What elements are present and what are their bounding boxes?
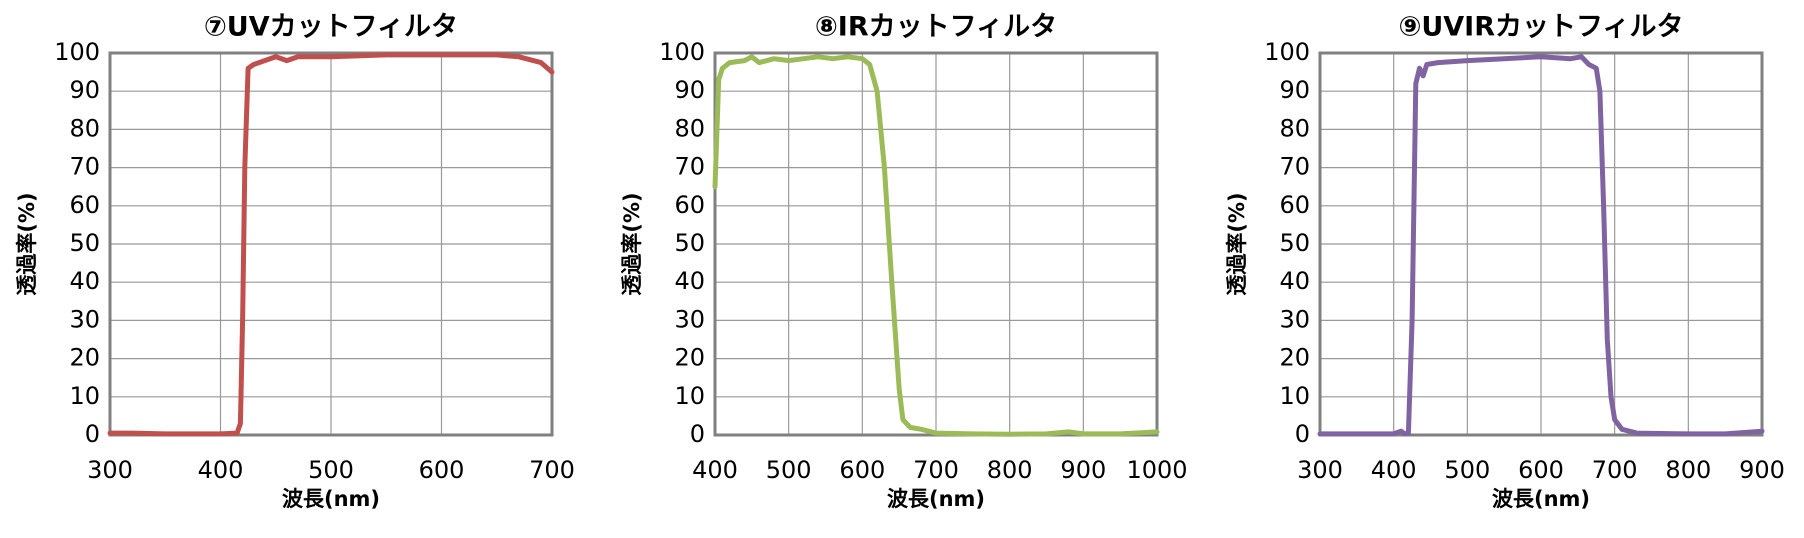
- chart-title: ⑧IRカットフィルタ: [815, 12, 1057, 43]
- x-tick-label: 600: [419, 456, 465, 484]
- y-axis-label: 透過率(%): [15, 192, 39, 295]
- chart: 0 10 20 30 40 50 60 70 80 90 100 300 400 500 600 700 800…: [1225, 12, 1785, 512]
- y-tick-label: 20: [69, 344, 100, 372]
- x-tick-label: 700: [1592, 456, 1638, 484]
- x-tick-label: 500: [308, 456, 354, 484]
- y-tick-label: 80: [674, 114, 705, 142]
- y-tick-label: 20: [674, 344, 705, 372]
- data-line: [712, 54, 1160, 437]
- y-tick-label: 30: [674, 305, 705, 333]
- x-tick-label: 300: [1297, 456, 1343, 484]
- y-tick-label: 40: [1279, 267, 1310, 295]
- y-tick-label: 0: [1295, 420, 1310, 448]
- y-tick-label: 20: [1279, 344, 1310, 372]
- y-tick-label: 90: [674, 76, 705, 104]
- chart: 0 10 20 30 40 50 60 70 80 90 100 300 400 500 600 700 ⑦UV…: [15, 12, 575, 512]
- chart-title: ⑦UVカットフィルタ: [204, 12, 458, 43]
- y-tick-label: 90: [69, 76, 100, 104]
- y-tick-label: 30: [69, 305, 100, 333]
- y-tick-label: 100: [54, 38, 100, 66]
- y-tick-label: 50: [1279, 229, 1310, 257]
- y-tick-label: 60: [69, 191, 100, 219]
- y-tick-label: 60: [674, 191, 705, 219]
- y-tick-label: 70: [674, 153, 705, 181]
- y-tick-label: 50: [69, 229, 100, 257]
- x-tick-label: 400: [198, 456, 244, 484]
- x-tick-label: 400: [692, 456, 738, 484]
- y-tick-label: 80: [1279, 114, 1310, 142]
- data-line: [107, 52, 555, 437]
- x-tick-label: 400: [1371, 456, 1417, 484]
- x-axis-label: 波長(nm): [887, 487, 985, 511]
- chart: 0 10 20 30 40 50 60 70 80 90 100 400 500 600 700 800 900…: [620, 12, 1188, 512]
- data-line: [1317, 54, 1765, 437]
- y-tick-label: 10: [674, 382, 705, 410]
- y-tick-label: 0: [690, 420, 705, 448]
- y-tick-label: 50: [674, 229, 705, 257]
- y-tick-label: 10: [69, 382, 100, 410]
- y-tick-label: 90: [1279, 76, 1310, 104]
- plot-border: [1318, 51, 1764, 437]
- y-tick-label: 40: [674, 267, 705, 295]
- x-axis-label: 波長(nm): [282, 487, 380, 511]
- x-tick-label: 800: [987, 456, 1033, 484]
- y-tick-label: 60: [1279, 191, 1310, 219]
- x-tick-label: 500: [1444, 456, 1490, 484]
- x-tick-label: 600: [1518, 456, 1564, 484]
- x-tick-label: 500: [766, 456, 812, 484]
- x-tick-label: 700: [913, 456, 959, 484]
- y-tick-label: 10: [1279, 382, 1310, 410]
- y-tick-label: 30: [1279, 305, 1310, 333]
- x-tick-label: 900: [1060, 456, 1106, 484]
- y-tick-label: 40: [69, 267, 100, 295]
- y-tick-label: 80: [69, 114, 100, 142]
- y-tick-label: 100: [659, 38, 705, 66]
- y-tick-label: 100: [1264, 38, 1310, 66]
- x-axis-label: 波長(nm): [1492, 487, 1590, 511]
- x-tick-label: 800: [1665, 456, 1711, 484]
- y-tick-label: 0: [85, 420, 100, 448]
- chart-title: ⑨UVIRカットフィルタ: [1399, 12, 1684, 43]
- x-tick-label: 300: [87, 456, 133, 484]
- x-tick-label: 1000: [1126, 456, 1187, 484]
- y-tick-label: 70: [1279, 153, 1310, 181]
- x-tick-label: 600: [839, 456, 885, 484]
- y-axis-label: 透過率(%): [620, 192, 644, 295]
- y-axis-label: 透過率(%): [1225, 192, 1249, 295]
- x-tick-label: 900: [1739, 456, 1785, 484]
- x-tick-label: 700: [529, 456, 575, 484]
- plot-border: [108, 51, 554, 437]
- y-tick-label: 70: [69, 153, 100, 181]
